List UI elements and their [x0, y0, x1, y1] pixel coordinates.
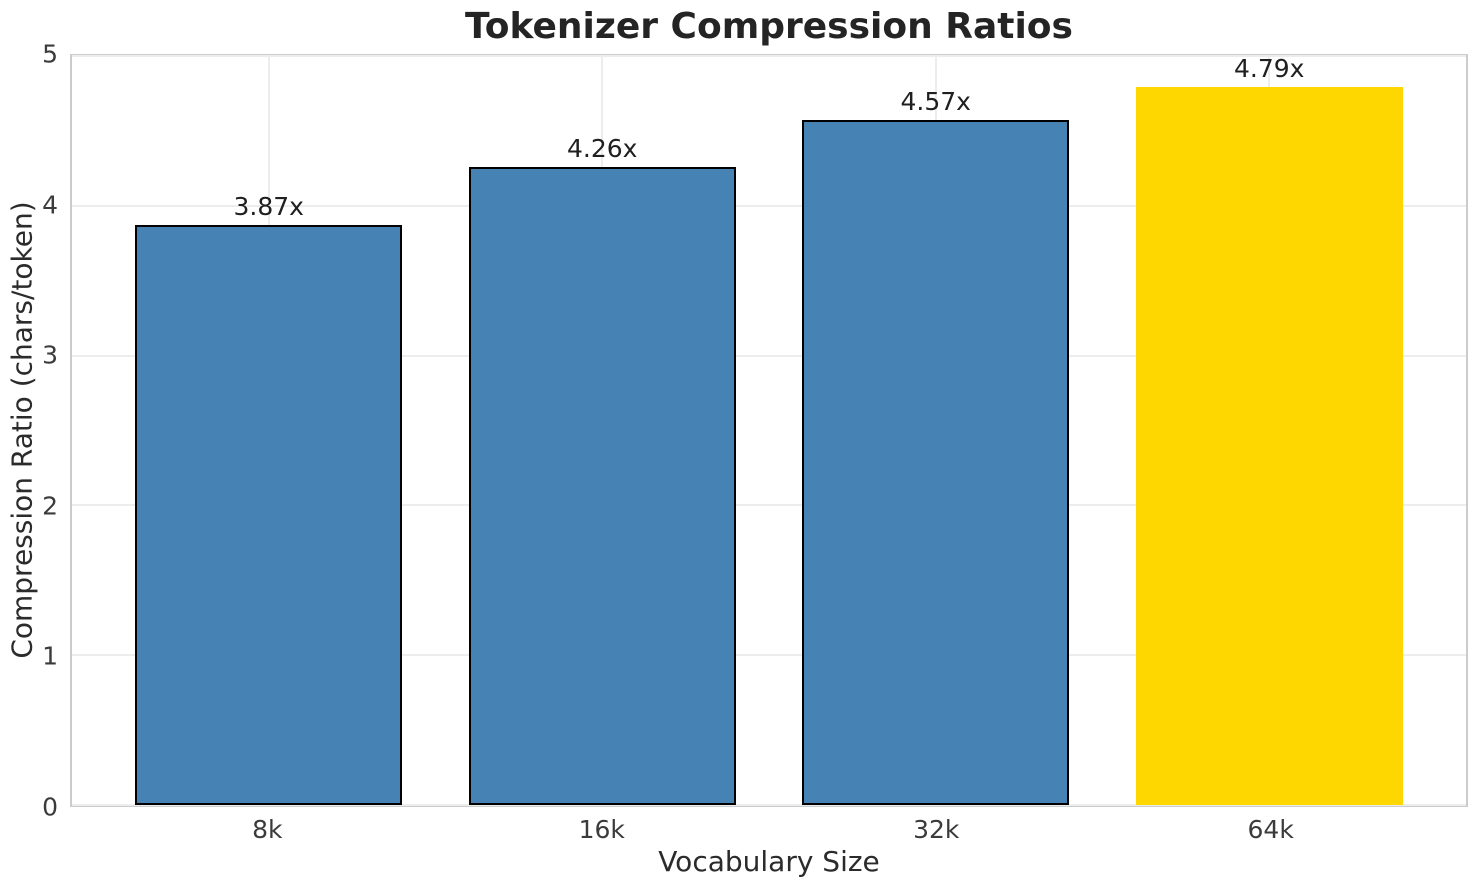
y-tick-label: 0 — [42, 792, 58, 822]
gridline-horizontal — [72, 804, 1466, 806]
y-tick-label: 2 — [42, 491, 58, 521]
bar-64k — [1135, 87, 1403, 805]
x-tick-labels: 8k 16k 32k 64k — [70, 815, 1468, 847]
gridline-horizontal — [72, 55, 1466, 57]
y-tick-label: 4 — [42, 190, 58, 220]
y-tick-label: 5 — [42, 39, 58, 69]
bar-value-label: 3.87x — [233, 192, 304, 222]
y-tick-label: 3 — [42, 340, 58, 370]
bar-value-label: 4.79x — [1234, 54, 1305, 84]
x-tick-label: 32k — [913, 815, 960, 844]
plot-area: 3.87x 4.26x 4.57x 4.79x — [70, 54, 1468, 807]
bar-value-label: 4.57x — [900, 87, 971, 117]
x-tick-label: 64k — [1247, 815, 1294, 844]
bar-16k — [468, 166, 736, 805]
gridline-horizontal — [72, 654, 1466, 657]
bar-8k — [135, 225, 403, 805]
gridline-horizontal — [72, 504, 1466, 507]
x-tick-label: 8k — [252, 815, 283, 844]
chart-title: Tokenizer Compression Ratios — [465, 6, 1073, 47]
x-axis-label: Vocabulary Size — [658, 845, 880, 878]
y-tick-label: 1 — [42, 641, 58, 671]
y-tick-labels: 0 1 2 3 4 5 — [0, 42, 58, 820]
gridline-horizontal — [72, 204, 1466, 207]
gridline-horizontal — [72, 354, 1466, 357]
x-tick-label: 16k — [578, 815, 625, 844]
bar-32k — [802, 120, 1070, 805]
bar-value-label: 4.26x — [567, 133, 638, 163]
